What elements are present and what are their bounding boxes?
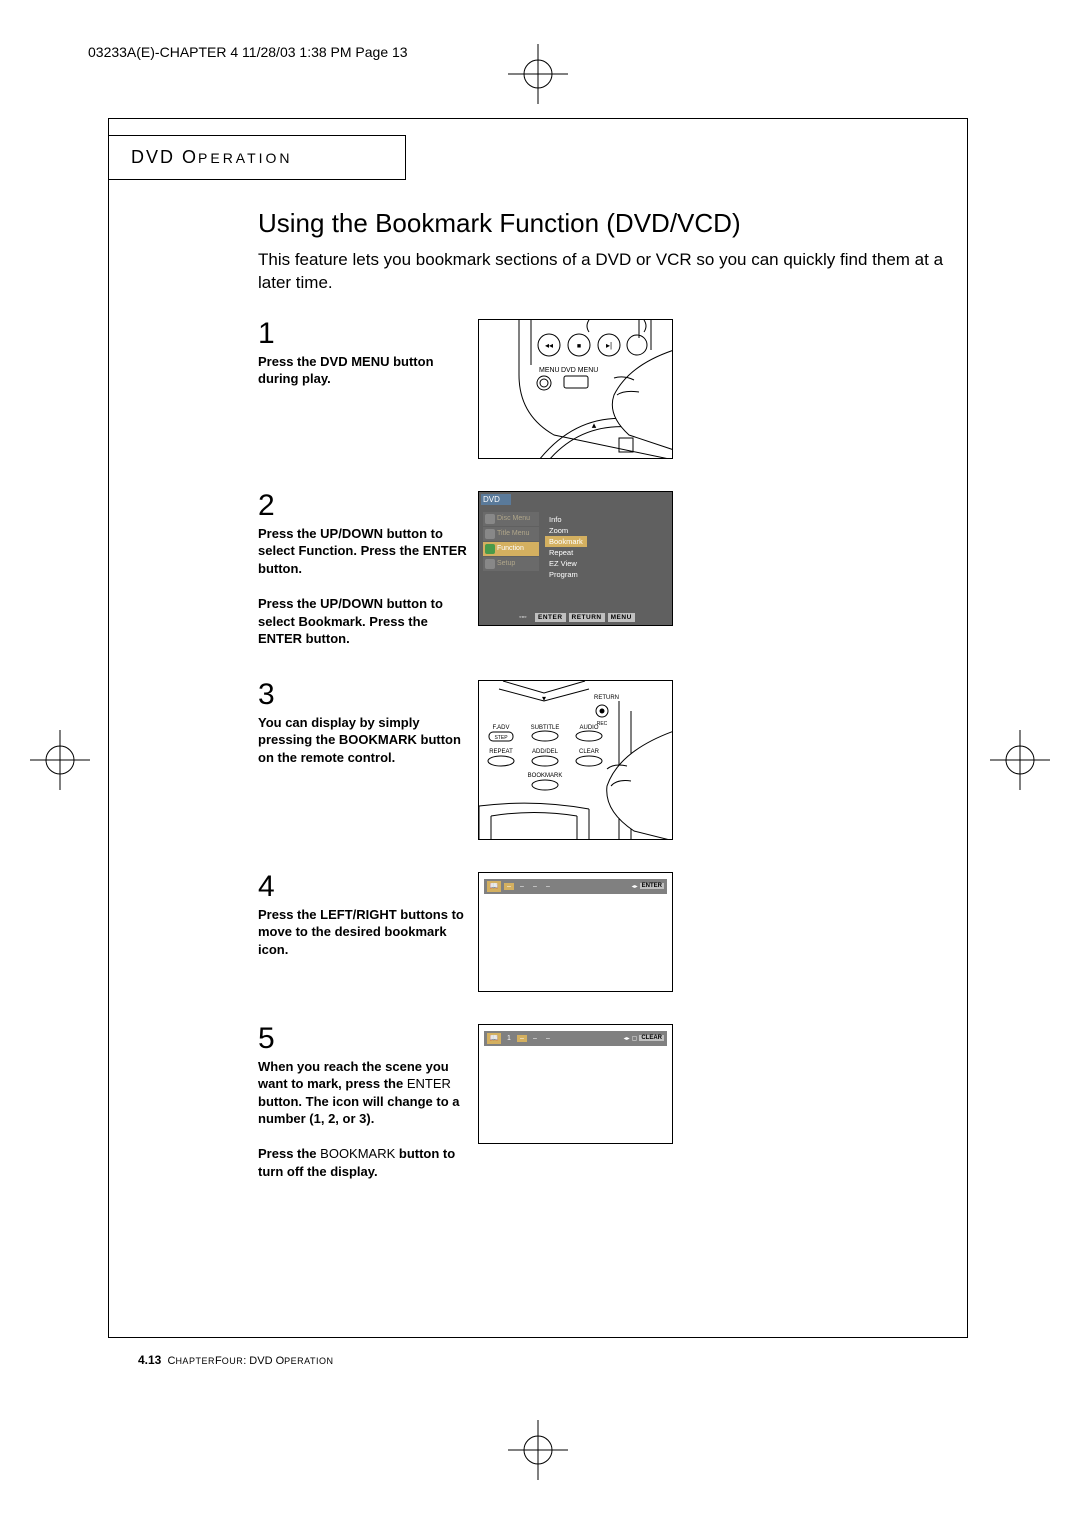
menu-badge: MENU xyxy=(608,613,635,622)
intro-text: This feature lets you bookmark sections … xyxy=(258,249,948,295)
svg-text:ADD/DEL: ADD/DEL xyxy=(532,749,559,755)
svg-text:SUBTITLE: SUBTITLE xyxy=(531,725,560,731)
play-icon: ▢ xyxy=(632,1035,638,1042)
nav-arrows-icon: ◦▫◦ xyxy=(519,614,526,621)
step-number: 5 xyxy=(258,1024,470,1054)
step-number: 4 xyxy=(258,872,470,902)
section-suffix: PERATION xyxy=(198,150,293,166)
arrows-icon: ◂▸ xyxy=(632,883,638,890)
submenu-zoom: Zoom xyxy=(545,525,587,536)
menu-item-function: Function xyxy=(483,542,539,556)
clear-badge: CLEAR xyxy=(639,1035,664,1041)
step-text: Press the LEFT/RIGHT buttons to move to … xyxy=(258,906,470,959)
return-badge: RETURN xyxy=(569,613,605,622)
menu-right-list: Info Zoom Bookmark Repeat EZ View Progra… xyxy=(545,514,587,580)
submenu-program: Program xyxy=(545,569,587,580)
dvd-badge: DVD xyxy=(481,494,511,505)
bookmark-slot: – xyxy=(530,883,540,890)
svg-text:F.ADV: F.ADV xyxy=(492,725,509,731)
bookmark-slot: – xyxy=(543,883,553,890)
menu-item-setup: Setup xyxy=(483,557,539,571)
dvd-menu-label: DVD MENU xyxy=(561,367,598,374)
arrows-icon: ◂▸ xyxy=(624,1035,630,1042)
submenu-ezview: EZ View xyxy=(545,558,587,569)
svg-text:CLEAR: CLEAR xyxy=(579,749,600,755)
step-1: 1 Press the DVD MENU button during play.… xyxy=(258,319,948,459)
step-2-figure: DVD Disc Menu Title Menu Function Setup … xyxy=(478,491,673,626)
bookmark-slot: – xyxy=(517,883,527,890)
step-text: Press the UP/DOWN button to select Funct… xyxy=(258,525,470,648)
menu-label: MENU xyxy=(539,367,560,374)
step-1-figure: ◂◂ ■ ▸| MENU DVD MENU ▴ xyxy=(478,319,673,459)
page-header: 03233A(E)-CHAPTER 4 11/28/03 1:38 PM Pag… xyxy=(88,44,408,60)
svg-text:REPEAT: REPEAT xyxy=(489,749,513,755)
bookmark-slot: – xyxy=(543,1035,553,1042)
bookmark-slot: – xyxy=(517,1035,527,1042)
bookmark-slot: – xyxy=(530,1035,540,1042)
step-text: When you reach the scene you want to mar… xyxy=(258,1058,470,1181)
bookmark-slot: 1 xyxy=(504,1035,514,1042)
enter-badge: ENTER xyxy=(640,883,664,889)
step-5: 5 When you reach the scene you want to m… xyxy=(258,1024,948,1181)
section-title-box: DVD OPERATION xyxy=(108,135,406,180)
step-number: 2 xyxy=(258,491,470,521)
svg-text:◂◂: ◂◂ xyxy=(545,341,553,350)
svg-text:STEP: STEP xyxy=(494,735,508,741)
step-text: You can display by simply pressing the B… xyxy=(258,714,470,767)
step-5-figure: 📖 1 – – – ◂▸ ▢ CLEAR xyxy=(478,1024,673,1144)
step-4: 4 Press the LEFT/RIGHT buttons to move t… xyxy=(258,872,948,992)
step-3: 3 You can display by simply pressing the… xyxy=(258,680,948,840)
submenu-repeat: Repeat xyxy=(545,547,587,558)
submenu-bookmark: Bookmark xyxy=(545,536,587,547)
page-title: Using the Bookmark Function (DVD/VCD) xyxy=(258,208,948,239)
bookmark-icon: 📖 xyxy=(487,881,501,892)
enter-badge: ENTER xyxy=(535,613,566,622)
menu-left-list: Disc Menu Title Menu Function Setup xyxy=(483,512,539,572)
section-prefix: DVD O xyxy=(131,147,198,168)
step-text: Press the DVD MENU button during play. xyxy=(258,353,470,388)
menu-item-disc: Disc Menu xyxy=(483,512,539,526)
bookmark-slot: – xyxy=(504,883,514,890)
svg-text:RETURN: RETURN xyxy=(594,695,619,701)
step-number: 1 xyxy=(258,319,470,349)
svg-text:BOOKMARK: BOOKMARK xyxy=(528,773,563,779)
svg-text:▸|: ▸| xyxy=(606,341,612,350)
svg-text:▴: ▴ xyxy=(592,420,597,430)
step-3-figure: ▾ RETURN REC F.ADV SUBTITLE AUDIO STEP R… xyxy=(478,680,673,840)
page-footer: 4.13 CHAPTERFOUR: DVD OPERATION xyxy=(138,1353,333,1367)
svg-text:■: ■ xyxy=(577,343,581,350)
svg-text:▾: ▾ xyxy=(542,694,546,703)
step-2: 2 Press the UP/DOWN button to select Fun… xyxy=(258,491,948,648)
menu-item-title: Title Menu xyxy=(483,527,539,541)
bookmark-icon: 📖 xyxy=(487,1033,501,1044)
step-4-figure: 📖 – – – – ◂▸ ENTER xyxy=(478,872,673,992)
svg-text:AUDIO: AUDIO xyxy=(579,725,598,731)
step-number: 3 xyxy=(258,680,470,710)
submenu-info: Info xyxy=(545,514,587,525)
